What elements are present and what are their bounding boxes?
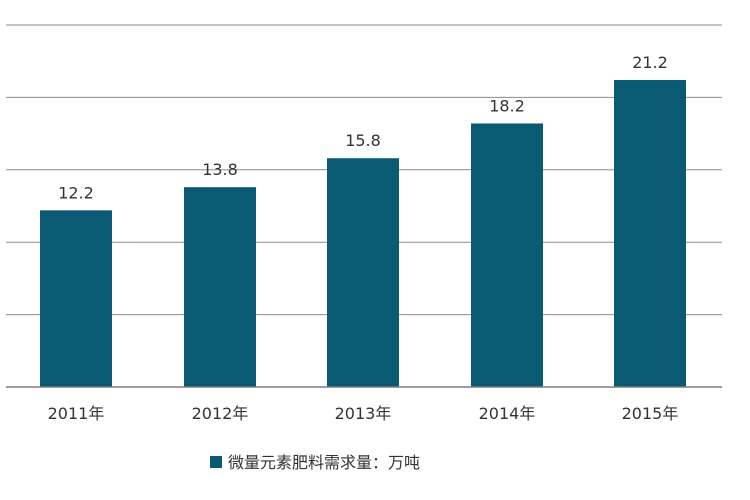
legend: 微量元素肥料需求量：万吨 bbox=[210, 453, 420, 472]
data-label: 18.2 bbox=[489, 96, 525, 115]
x-tick-label: 2014年 bbox=[479, 404, 536, 423]
bar bbox=[40, 210, 112, 387]
bars bbox=[40, 80, 686, 388]
bar bbox=[471, 123, 543, 388]
data-label: 12.2 bbox=[58, 183, 94, 202]
bar bbox=[184, 187, 256, 387]
legend-swatch bbox=[210, 456, 222, 468]
legend-label: 微量元素肥料需求量：万吨 bbox=[228, 453, 420, 472]
data-label: 21.2 bbox=[632, 53, 668, 72]
bar bbox=[327, 158, 399, 387]
data-labels: 12.2 13.8 15.8 18.2 21.2 bbox=[58, 53, 668, 202]
x-tick-label: 2012年 bbox=[192, 404, 249, 423]
x-tick-label: 2015年 bbox=[622, 404, 679, 423]
data-label: 15.8 bbox=[345, 131, 381, 150]
x-tick-label: 2013年 bbox=[335, 404, 392, 423]
x-tick-label: 2011年 bbox=[48, 404, 105, 423]
data-label: 13.8 bbox=[202, 160, 238, 179]
x-axis: 2011年 2012年 2013年 2014年 2015年 bbox=[6, 386, 722, 423]
bar bbox=[614, 80, 686, 388]
